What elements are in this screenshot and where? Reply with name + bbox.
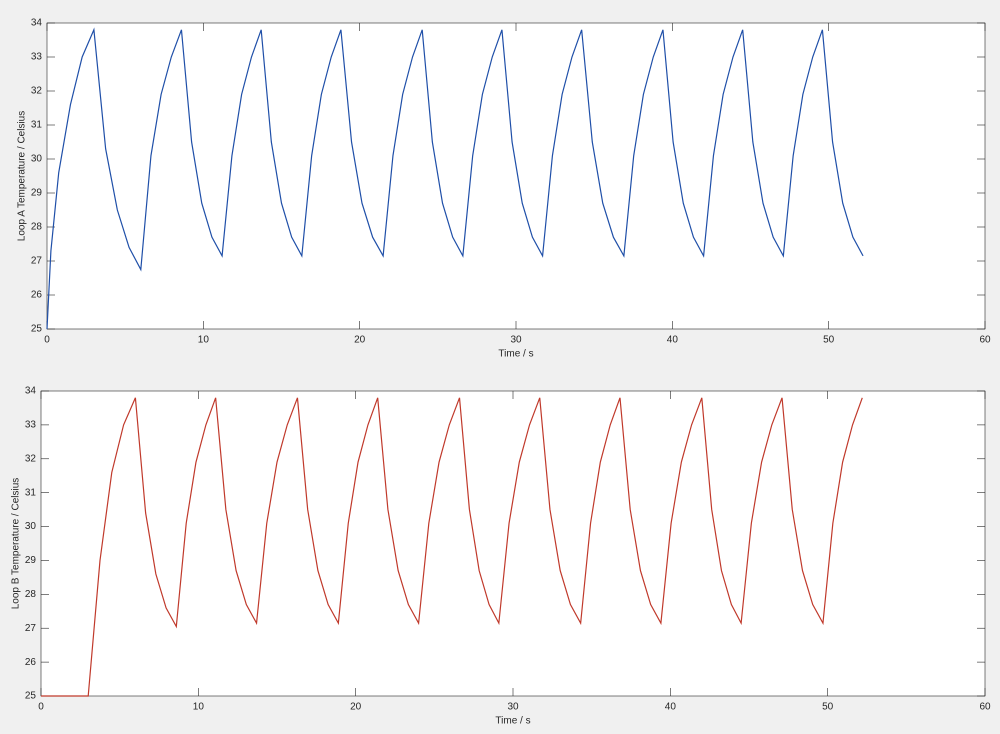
x-axis-label: Time / s xyxy=(498,349,533,360)
x-tick-label: 60 xyxy=(979,702,991,713)
y-tick-label: 30 xyxy=(25,521,37,532)
x-tick-label: 50 xyxy=(823,335,835,346)
y-tick-label: 34 xyxy=(31,18,43,29)
x-tick-label: 20 xyxy=(350,702,362,713)
x-axis-label: Time / s xyxy=(495,716,530,727)
y-tick-label: 29 xyxy=(25,555,37,566)
plot-area xyxy=(46,22,986,330)
x-tick-label: 60 xyxy=(979,335,991,346)
y-tick-label: 31 xyxy=(31,120,43,131)
y-tick-label: 25 xyxy=(25,691,37,702)
y-tick-label: 29 xyxy=(31,188,43,199)
data-line xyxy=(41,397,863,697)
x-tick-label: 30 xyxy=(510,335,522,346)
data-line xyxy=(46,27,864,330)
y-tick-label: 28 xyxy=(25,589,37,600)
y-axis-label: Loop B Temperature / Celsius xyxy=(11,478,22,610)
y-tick-label: 34 xyxy=(25,386,37,397)
x-tick-label: 50 xyxy=(822,702,834,713)
x-tick-label: 0 xyxy=(38,702,44,713)
x-tick-label: 20 xyxy=(354,335,366,346)
x-tick-label: 0 xyxy=(44,335,50,346)
y-tick-label: 27 xyxy=(31,256,43,267)
y-tick-label: 32 xyxy=(25,453,37,464)
y-tick-label: 30 xyxy=(31,154,43,165)
y-tick-label: 33 xyxy=(31,52,43,63)
y-tick-label: 26 xyxy=(25,657,37,668)
x-tick-label: 40 xyxy=(667,335,679,346)
y-tick-label: 31 xyxy=(25,487,37,498)
x-tick-label: 40 xyxy=(665,702,677,713)
y-tick-label: 27 xyxy=(25,623,37,634)
y-tick-label: 28 xyxy=(31,222,43,233)
plot-area xyxy=(40,390,986,697)
x-tick-label: 10 xyxy=(198,335,210,346)
y-tick-label: 32 xyxy=(31,86,43,97)
y-tick-label: 25 xyxy=(31,324,43,335)
x-tick-label: 10 xyxy=(193,702,205,713)
x-tick-label: 30 xyxy=(507,702,519,713)
y-tick-label: 33 xyxy=(25,420,37,431)
y-axis-label: Loop A Temperature / Celsius xyxy=(17,111,28,241)
y-tick-label: 26 xyxy=(31,290,43,301)
